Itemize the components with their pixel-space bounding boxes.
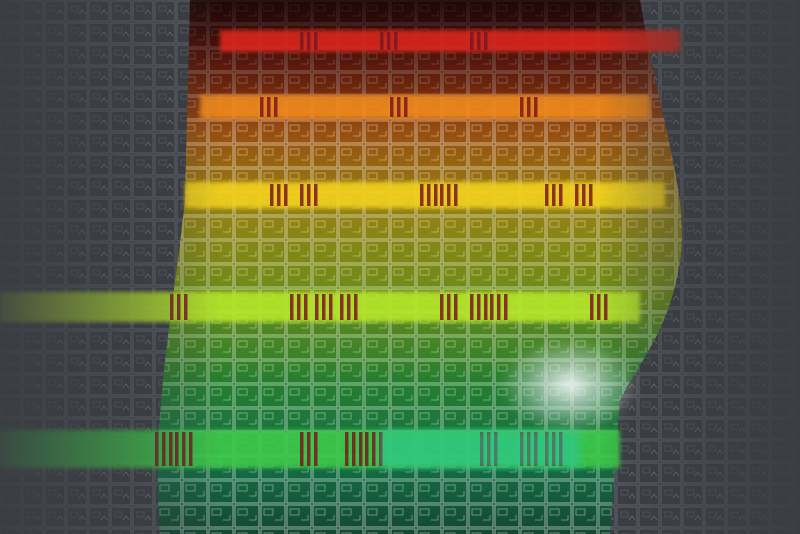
test-structure-stripe — [314, 432, 318, 466]
right-fade — [600, 0, 800, 534]
test-structure-stripe — [527, 97, 531, 117]
light-reflection — [500, 337, 640, 433]
test-structure-stripe — [340, 294, 344, 320]
test-structure-stripe — [575, 184, 579, 206]
test-structure-stripe — [397, 97, 401, 117]
test-structure-stripe — [427, 184, 431, 206]
test-structure-stripe — [274, 97, 278, 117]
test-structure-stripe — [434, 184, 438, 206]
test-structure-stripe — [315, 294, 319, 320]
test-structure-stripe — [394, 32, 398, 50]
test-structure-stripe — [582, 184, 586, 206]
test-structure-stripe — [440, 184, 444, 206]
test-structure-stripe — [559, 184, 563, 206]
test-structure-stripe — [352, 432, 356, 466]
test-structure-stripe — [347, 294, 351, 320]
test-structure-stripe — [534, 97, 538, 117]
test-structure-stripe — [307, 432, 311, 466]
test-structure-stripe — [300, 32, 304, 50]
test-structure-stripe — [447, 184, 451, 206]
test-structure-stripe — [270, 184, 274, 206]
test-structure-stripe — [354, 294, 358, 320]
test-structure-stripe — [490, 294, 494, 320]
test-structure-stripe — [322, 294, 326, 320]
test-structure-stripe — [267, 97, 271, 117]
test-structure-stripe — [359, 432, 363, 466]
test-structure-stripe — [590, 294, 594, 320]
test-structure-stripe — [520, 97, 524, 117]
cyan-tint — [380, 430, 580, 468]
test-structure-stripe — [387, 32, 391, 50]
test-structure-stripe — [420, 184, 424, 206]
test-structure-stripe — [504, 294, 508, 320]
test-structure-stripe — [365, 432, 369, 466]
test-structure-stripe — [260, 97, 264, 117]
test-structure-stripe — [307, 32, 311, 50]
scribe-bands — [0, 30, 680, 468]
test-structure-stripe — [497, 294, 501, 320]
test-structure-stripe — [470, 294, 474, 320]
test-structure-stripe — [454, 294, 458, 320]
test-structure-stripe — [484, 294, 488, 320]
test-structure-stripe — [447, 294, 451, 320]
test-structure-stripe — [552, 184, 556, 206]
test-structure-stripe — [304, 294, 308, 320]
test-structure-stripe — [404, 97, 408, 117]
test-structure-stripe — [314, 32, 318, 50]
test-structure-stripe — [329, 294, 333, 320]
test-structure-stripe — [589, 184, 593, 206]
scribe-band-1 — [220, 30, 680, 52]
test-structure-stripe — [345, 432, 349, 466]
test-structure-stripe — [372, 432, 376, 466]
test-structure-stripe — [297, 294, 301, 320]
test-structure-stripe — [440, 294, 444, 320]
test-structure-stripe — [307, 184, 311, 206]
left-fade — [0, 0, 220, 534]
test-structure-stripe — [484, 32, 488, 50]
test-structure-stripe — [277, 184, 281, 206]
test-structure-stripe — [477, 32, 481, 50]
test-structure-stripe — [454, 184, 458, 206]
test-structure-stripe — [477, 294, 481, 320]
scribe-band-3 — [185, 182, 665, 208]
test-structure-stripe — [545, 184, 549, 206]
test-structure-stripe — [300, 432, 304, 466]
test-structure-stripe — [470, 32, 474, 50]
test-structure-stripe — [314, 184, 318, 206]
test-structure-stripe — [300, 184, 304, 206]
test-structure-stripe — [597, 294, 601, 320]
test-structure-stripe — [390, 97, 394, 117]
test-structure-stripe — [284, 184, 288, 206]
test-structure-stripe — [380, 32, 384, 50]
test-structure-stripe — [290, 294, 294, 320]
